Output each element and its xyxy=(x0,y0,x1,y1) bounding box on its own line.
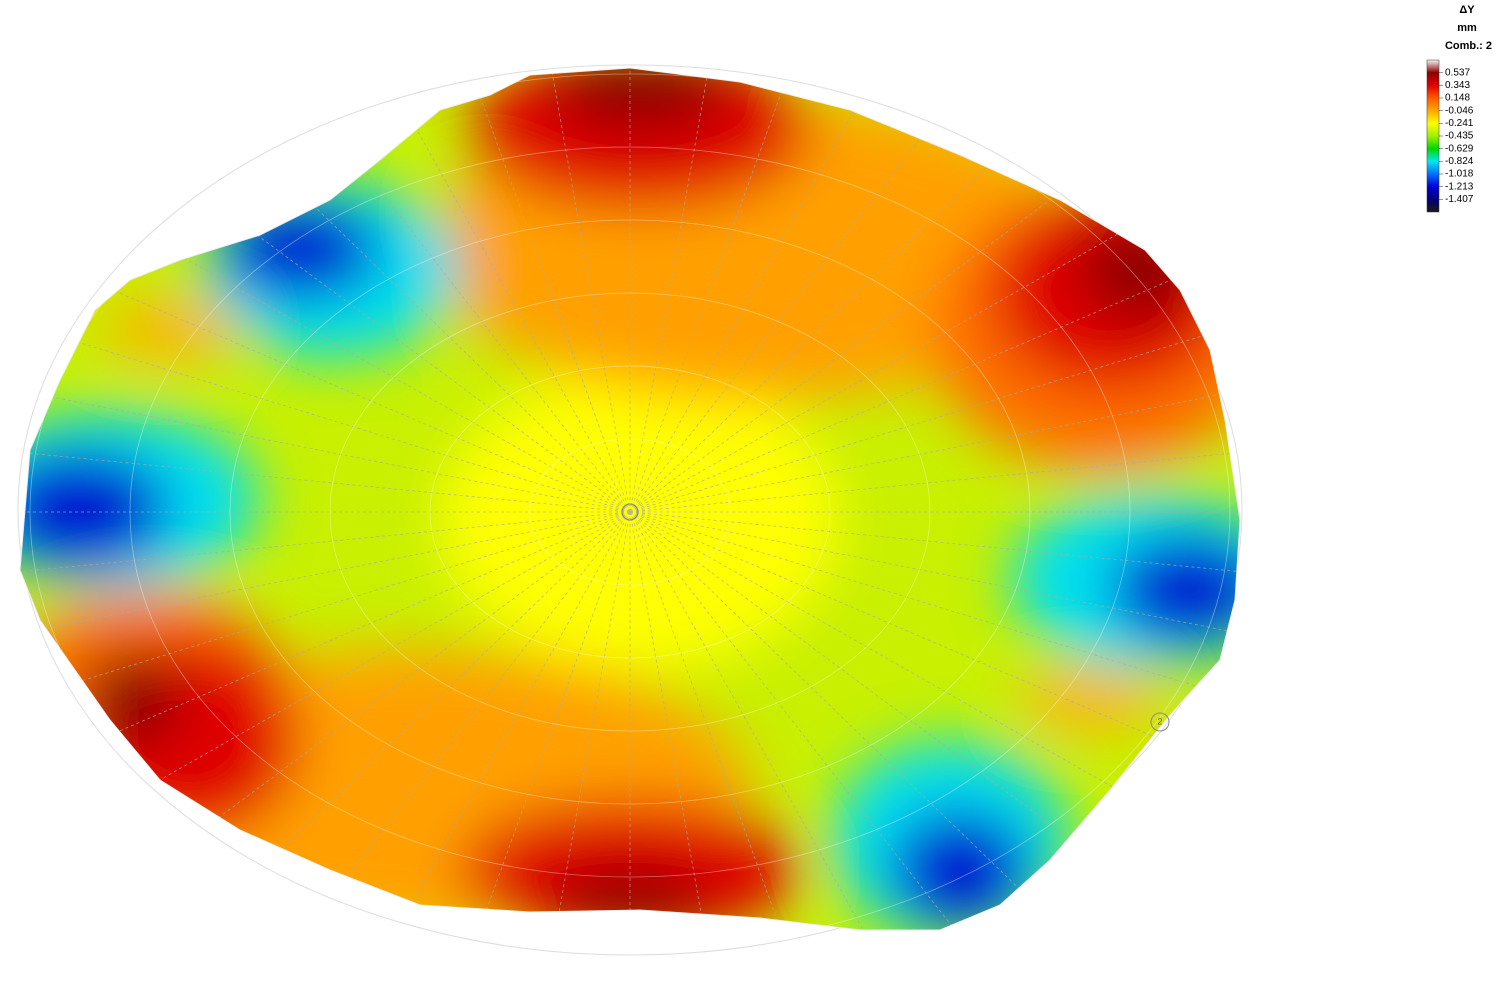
center-support xyxy=(621,503,639,521)
mesh-line xyxy=(20,511,631,712)
node-label: 2 xyxy=(1157,716,1162,726)
mesh-ring xyxy=(429,365,831,659)
legend-levels: 0.537 0.343 0.148-0.046 -0.241 -0.435-0.629 -… xyxy=(1439,67,1474,205)
mesh-ring xyxy=(129,146,1131,878)
mesh-ring xyxy=(229,219,1031,805)
mesh-line xyxy=(74,511,631,829)
outer-ring xyxy=(17,64,1243,956)
mesh-line xyxy=(20,312,631,513)
mesh-line xyxy=(629,143,1126,513)
level-label: -0.629 xyxy=(1445,143,1474,154)
mesh-line xyxy=(20,443,631,513)
slab-outline xyxy=(19,67,1241,931)
mesh-line xyxy=(20,377,631,513)
level-label: -1.213 xyxy=(1445,181,1474,192)
mesh-line xyxy=(629,511,899,930)
level-label: -1.407 xyxy=(1445,194,1474,205)
mesh-line xyxy=(629,99,1057,513)
mesh-line xyxy=(629,68,812,513)
node-marker xyxy=(1150,712,1170,732)
legend-combination: Comb.: 2 xyxy=(1445,40,1492,52)
color-bar xyxy=(1426,59,1440,213)
mesh-line xyxy=(629,377,1240,513)
mesh-line xyxy=(629,511,981,930)
mesh-line xyxy=(23,251,631,513)
level-label: 0.343 xyxy=(1445,80,1470,91)
mesh-line xyxy=(629,511,1240,712)
legend: ΔY mm Comb.: 2 0.537 0.343 0.148-0.046 -0.2… xyxy=(1426,4,1492,213)
level-label: -0.824 xyxy=(1445,156,1474,167)
legend-title: ΔY xyxy=(1459,4,1475,16)
mesh-line xyxy=(23,511,631,773)
mesh-line xyxy=(134,511,631,881)
mesh-line xyxy=(629,312,1240,513)
mesh-line xyxy=(448,511,631,930)
mesh-line xyxy=(629,511,1240,581)
mesh-line xyxy=(629,511,1126,881)
mesh-line xyxy=(629,511,1240,647)
contour-field xyxy=(20,68,1240,930)
level-label: -0.046 xyxy=(1445,105,1474,116)
mesh-line xyxy=(74,195,631,513)
mesh-line xyxy=(629,511,1057,925)
mesh-line xyxy=(629,511,1237,773)
mesh-line xyxy=(134,143,631,513)
level-label: -0.435 xyxy=(1445,131,1474,142)
level-label: 0.537 xyxy=(1445,67,1470,78)
mesh-line xyxy=(629,443,1240,513)
legend-unit: mm xyxy=(1457,22,1477,34)
mesh-line xyxy=(629,511,1186,829)
level-label: -0.241 xyxy=(1445,118,1474,129)
mesh-ring xyxy=(529,438,731,586)
mesh-line xyxy=(629,251,1237,513)
field-blobs xyxy=(20,68,1240,930)
level-label: -1.018 xyxy=(1445,169,1474,180)
level-label: 0.148 xyxy=(1445,93,1470,104)
mesh-ring xyxy=(29,73,1231,930)
mesh-line xyxy=(629,511,812,930)
mesh-ring xyxy=(329,292,931,732)
mesh-line xyxy=(20,511,631,647)
mesh-line xyxy=(629,195,1186,513)
mesh-line xyxy=(20,511,631,581)
